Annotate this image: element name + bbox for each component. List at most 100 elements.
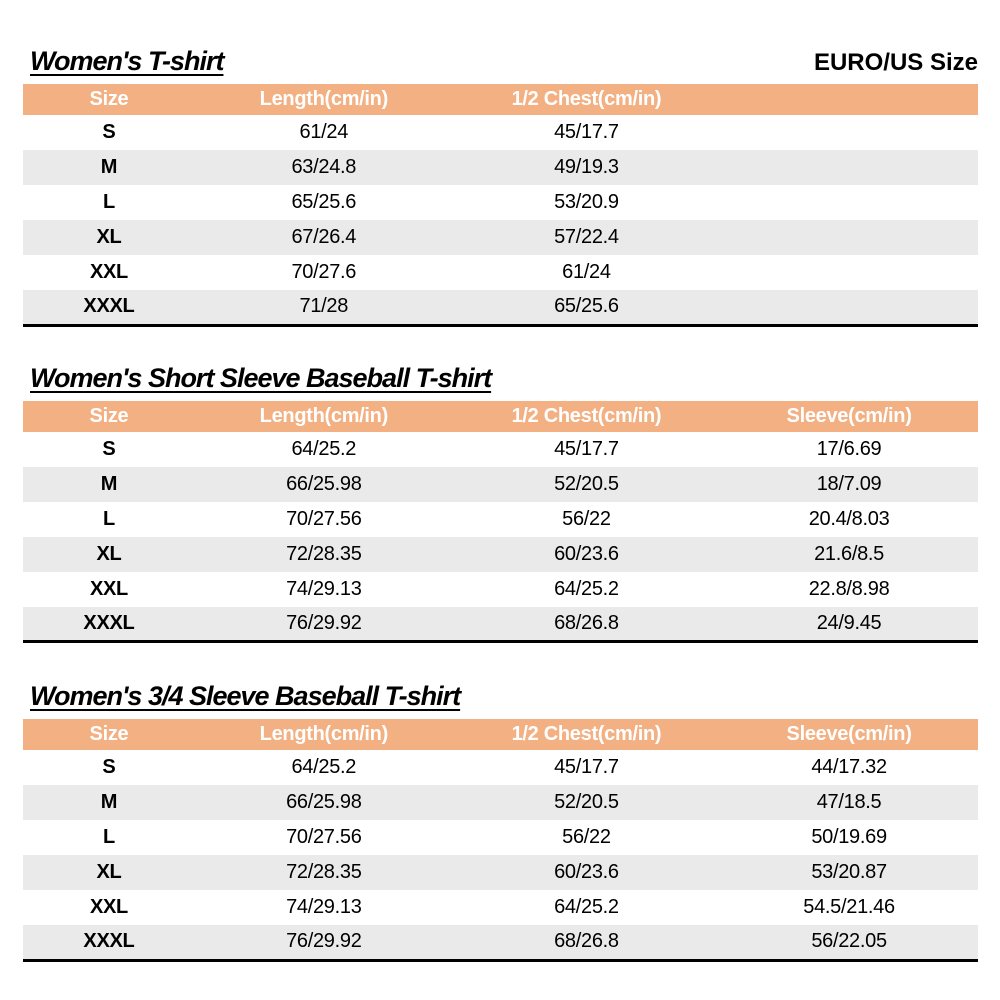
column-header-chest: 1/2 Chest(cm/in) [452,400,721,432]
header-row: Size Length(cm/in) 1/2 Chest(cm/in) Slee… [23,400,978,432]
sleeve-cell: 56/22.05 [720,925,978,960]
header-row: Size Length(cm/in) 1/2 Chest(cm/in) Slee… [23,719,978,750]
column-header-size: Size [23,719,195,750]
sleeve-cell: 44/17.32 [811,756,887,778]
table-row: XL 72/28.35 60/23.6 21.6/8.5 [23,536,978,572]
column-header-size: Size [23,84,195,115]
size-cell: XXL [89,577,128,600]
table-row: S 61/24 45/17.7 [23,115,978,150]
size-table-short-sleeve-baseball: Size Length(cm/in) 1/2 Chest(cm/in) Slee… [23,400,978,643]
header-row: Size Length(cm/in) 1/2 Chest(cm/in) [23,84,978,115]
length-cell: 70/27.56 [286,826,362,848]
chest-cell: 61/24 [562,261,611,283]
length-cell: 71/28 [194,290,453,325]
chest-cell: 56/22 [562,826,611,848]
sleeve-cell: 18/7.09 [720,466,978,502]
sleeve-cell: 24/9.45 [720,606,978,642]
size-cell: XL [23,536,195,572]
sleeve-cell: 21.6/8.5 [720,536,978,572]
table-row: XXL 70/27.6 61/24 [23,255,978,290]
table-row: XXXL 76/29.92 68/26.8 56/22.05 [23,925,978,960]
section-short-sleeve-baseball: Women's Short Sleeve Baseball T-shirt Si… [23,363,978,643]
table-row: M 66/25.98 52/20.5 18/7.09 [23,466,978,502]
sleeve-cell: 22.8/8.98 [808,577,890,600]
chest-cell: 45/17.7 [554,437,619,460]
size-cell: XXXL [23,925,195,960]
size-cell: M [23,785,195,820]
size-cell: S [102,437,116,460]
size-cell: L [102,507,115,530]
length-cell: 63/24.8 [194,150,453,185]
chest-cell: 45/17.7 [554,121,619,143]
table-header: Size Length(cm/in) 1/2 Chest(cm/in) Slee… [23,400,978,432]
length-cell: 66/25.98 [194,785,453,820]
column-header-length: Length(cm/in) [194,84,453,115]
table-row: XXXL 71/28 65/25.6 [23,290,978,325]
length-cell: 67/26.4 [194,220,453,255]
empty-cell [720,185,978,220]
size-chart-sheet: Women's T-shirt EURO/US Size Size Length… [23,46,978,962]
length-cell: 72/28.35 [194,536,453,572]
size-cell: L [102,826,115,848]
empty-cell [720,220,978,255]
title-row: Women's Short Sleeve Baseball T-shirt [30,363,978,394]
length-cell: 66/25.98 [194,466,453,502]
section-title: Women's 3/4 Sleeve Baseball T-shirt [30,681,461,711]
column-header-length: Length(cm/in) [194,400,453,432]
size-cell: XXL [89,896,128,918]
length-cell: 64/25.2 [291,437,357,460]
size-cell: XXL [89,261,128,283]
section-title: Women's Short Sleeve Baseball T-shirt [30,362,492,393]
table-row: XL 72/28.35 60/23.6 53/20.87 [23,855,978,890]
chest-cell: 68/26.8 [452,606,721,642]
empty-cell [720,255,978,290]
table-row: L 65/25.6 53/20.9 [23,185,978,220]
column-header-empty [720,84,978,115]
size-cell: XL [23,220,195,255]
length-cell: 70/27.6 [291,261,357,283]
sleeve-cell: 53/20.87 [720,855,978,890]
length-cell: 76/29.92 [194,925,453,960]
title-row: Women's T-shirt EURO/US Size [30,46,978,77]
size-cell: M [23,466,195,502]
sleeve-cell: 47/18.5 [720,785,978,820]
length-cell: 72/28.35 [194,855,453,890]
chest-cell: 60/23.6 [452,536,721,572]
section-three-quarter-sleeve-baseball: Women's 3/4 Sleeve Baseball T-shirt Size… [23,681,978,962]
table-header: Size Length(cm/in) 1/2 Chest(cm/in) Slee… [23,719,978,750]
empty-cell [720,290,978,325]
sleeve-cell: 54.5/21.46 [803,896,895,918]
column-header-chest: 1/2 Chest(cm/in) [452,84,721,115]
size-cell: S [102,121,116,143]
column-header-size: Size [23,400,195,432]
chest-cell: 52/20.5 [452,466,721,502]
size-standard-label: EURO/US Size [813,49,978,76]
column-header-sleeve: Sleeve(cm/in) [720,400,978,432]
empty-cell [720,115,978,150]
chest-cell: 57/22.4 [452,220,721,255]
size-cell: M [23,150,195,185]
table-header: Size Length(cm/in) 1/2 Chest(cm/in) [23,84,978,115]
column-header-chest: 1/2 Chest(cm/in) [452,719,721,750]
chest-cell: 60/23.6 [452,855,721,890]
size-cell: XL [23,855,195,890]
table-row: M 63/24.8 49/19.3 [23,150,978,185]
column-header-length: Length(cm/in) [194,719,453,750]
table-row: L 70/27.56 56/22 50/19.69 [23,820,978,855]
length-cell: 65/25.6 [291,191,357,213]
sleeve-cell: 17/6.69 [816,437,882,460]
chest-cell: 56/22 [562,507,611,530]
table-row: XXL 74/29.13 64/25.2 54.5/21.46 [23,890,978,925]
size-cell: L [102,191,115,213]
sleeve-cell: 20.4/8.03 [808,507,890,530]
table-row: XXXL 76/29.92 68/26.8 24/9.45 [23,606,978,642]
sleeve-cell: 50/19.69 [811,826,887,848]
chest-cell: 52/20.5 [452,785,721,820]
size-cell: S [102,756,116,778]
length-cell: 74/29.13 [286,896,362,918]
column-header-sleeve: Sleeve(cm/in) [720,719,978,750]
chest-cell: 68/26.8 [452,925,721,960]
chest-cell: 53/20.9 [554,191,619,213]
table-row: S 64/25.2 45/17.7 17/6.69 [23,432,978,467]
table-row: XXL 74/29.13 64/25.2 22.8/8.98 [23,572,978,607]
